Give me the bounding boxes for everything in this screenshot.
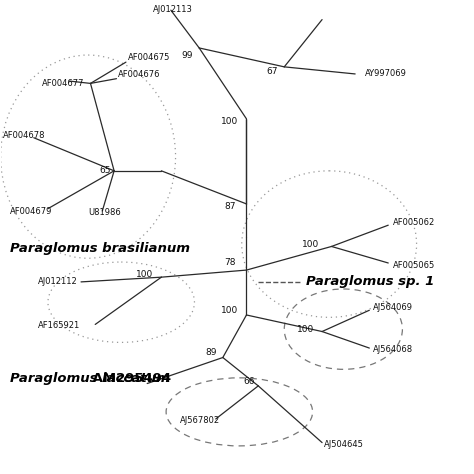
Text: 100: 100 — [221, 117, 238, 126]
Text: AY997069: AY997069 — [365, 70, 407, 79]
Text: AF005062: AF005062 — [393, 219, 435, 228]
Text: AF004679: AF004679 — [10, 207, 53, 216]
Text: 67: 67 — [267, 67, 278, 76]
Text: 100: 100 — [221, 306, 238, 315]
Text: AJ012113: AJ012113 — [153, 5, 193, 14]
Text: AJ564068: AJ564068 — [373, 345, 413, 354]
Text: AF004676: AF004676 — [118, 70, 160, 79]
Text: AF004677: AF004677 — [42, 79, 85, 88]
Text: 87: 87 — [224, 202, 236, 211]
Text: AF005065: AF005065 — [393, 261, 435, 270]
Text: 65: 65 — [99, 166, 110, 175]
Text: Paraglomus laccatum: Paraglomus laccatum — [10, 372, 170, 385]
Text: AF165921: AF165921 — [37, 321, 80, 330]
Text: 100: 100 — [301, 239, 319, 248]
Text: AM295494: AM295494 — [88, 372, 171, 385]
Text: U81986: U81986 — [88, 208, 121, 217]
Text: 78: 78 — [224, 258, 236, 267]
Text: 100: 100 — [297, 325, 314, 334]
Text: AJ567802: AJ567802 — [180, 416, 220, 425]
Text: 66: 66 — [243, 377, 255, 386]
Text: AF004675: AF004675 — [128, 53, 171, 62]
Text: AJ564069: AJ564069 — [373, 303, 413, 312]
Text: AJ504645: AJ504645 — [324, 440, 365, 449]
Text: Paraglomus brasilianum: Paraglomus brasilianum — [10, 242, 190, 255]
Text: 99: 99 — [182, 51, 193, 60]
Text: 89: 89 — [205, 348, 217, 357]
Text: AJ012112: AJ012112 — [37, 277, 77, 286]
Text: Paraglomus sp. 1: Paraglomus sp. 1 — [306, 275, 434, 288]
Text: AF004678: AF004678 — [3, 131, 46, 140]
Text: 100: 100 — [136, 270, 154, 279]
